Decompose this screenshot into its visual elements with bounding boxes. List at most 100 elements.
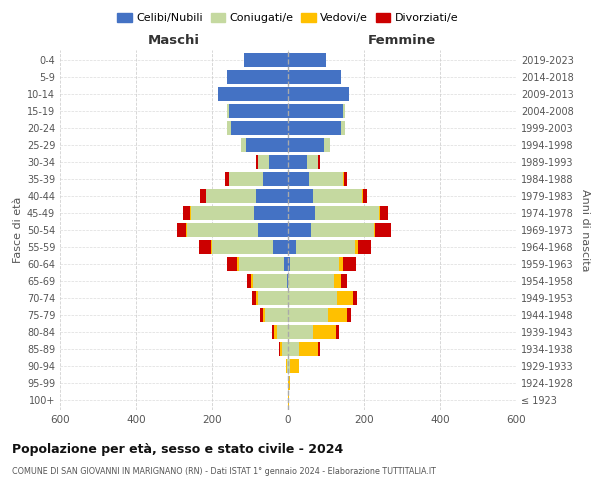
Bar (343, 104, 345, 118)
Bar (227, 257, 236, 271)
Bar (212, 240, 273, 254)
Bar (272, 325, 274, 339)
Bar (319, 155, 320, 169)
Bar (187, 223, 257, 237)
Bar (311, 223, 373, 237)
Bar (347, 308, 350, 322)
Bar (256, 155, 257, 169)
Bar (307, 155, 319, 169)
Bar (277, 325, 288, 339)
Y-axis label: Fasce di età: Fasce di età (13, 197, 23, 263)
Bar (343, 172, 344, 186)
Bar (341, 274, 347, 288)
Bar (379, 206, 380, 220)
Bar (227, 104, 229, 118)
Bar (280, 342, 283, 356)
Bar (257, 223, 288, 237)
Bar (284, 257, 288, 271)
Bar (335, 325, 338, 339)
Bar (319, 342, 320, 356)
Bar (288, 104, 343, 118)
Bar (256, 189, 288, 203)
Bar (328, 308, 347, 322)
Bar (380, 206, 388, 220)
Bar (343, 257, 356, 271)
Bar (313, 189, 362, 203)
Bar (229, 104, 288, 118)
Bar (199, 240, 211, 254)
Bar (257, 155, 269, 169)
Bar (363, 189, 367, 203)
Bar (309, 172, 343, 186)
Bar (236, 257, 239, 271)
Bar (246, 138, 288, 152)
Bar (288, 325, 313, 339)
Bar (355, 240, 358, 254)
Bar (290, 359, 299, 373)
Bar (314, 206, 379, 220)
Bar (265, 308, 288, 322)
Bar (231, 121, 288, 135)
Bar (288, 342, 299, 356)
Bar (263, 308, 265, 322)
Bar (263, 172, 288, 186)
Bar (288, 172, 309, 186)
Bar (274, 325, 277, 339)
Bar (247, 274, 251, 288)
Bar (183, 206, 190, 220)
Bar (288, 393, 289, 407)
Bar (290, 257, 340, 271)
Bar (288, 70, 341, 84)
Bar (287, 274, 288, 288)
Bar (254, 206, 288, 220)
Bar (299, 342, 319, 356)
Bar (252, 291, 256, 305)
Bar (353, 291, 357, 305)
Bar (288, 240, 296, 254)
Y-axis label: Anni di nascita: Anni di nascita (580, 188, 590, 271)
Bar (287, 359, 288, 373)
Bar (288, 291, 337, 305)
Bar (288, 223, 311, 237)
Bar (239, 257, 284, 271)
Bar (334, 274, 341, 288)
Bar (244, 53, 288, 67)
Bar (288, 53, 326, 67)
Bar (376, 223, 391, 237)
Bar (286, 359, 287, 373)
Bar (227, 70, 288, 84)
Bar (373, 223, 376, 237)
Bar (253, 274, 287, 288)
Bar (279, 342, 280, 356)
Bar (256, 291, 257, 305)
Bar (227, 121, 231, 135)
Text: COMUNE DI SAN GIOVANNI IN MARIGNANO (RN) - Dati ISTAT 1° gennaio 2024 - Elaboraz: COMUNE DI SAN GIOVANNI IN MARIGNANO (RN)… (12, 468, 436, 476)
Bar (257, 291, 288, 305)
Bar (273, 240, 288, 254)
Bar (269, 155, 288, 169)
Bar (288, 308, 328, 322)
Bar (229, 172, 263, 186)
Bar (313, 325, 335, 339)
Bar (260, 308, 263, 322)
Bar (288, 189, 313, 203)
Bar (211, 240, 212, 254)
Bar (288, 155, 307, 169)
Bar (288, 257, 290, 271)
Bar (288, 359, 290, 373)
Bar (283, 342, 288, 356)
Text: Femmine: Femmine (368, 34, 436, 48)
Bar (358, 240, 371, 254)
Text: Popolazione per età, sesso e stato civile - 2024: Popolazione per età, sesso e stato civil… (12, 442, 343, 456)
Bar (341, 121, 345, 135)
Bar (324, 138, 330, 152)
Bar (241, 138, 246, 152)
Legend: Celibi/Nubili, Coniugati/e, Vedovi/e, Divorziati/e: Celibi/Nubili, Coniugati/e, Vedovi/e, Di… (113, 8, 463, 28)
Bar (288, 138, 324, 152)
Text: Maschi: Maschi (148, 34, 200, 48)
Bar (218, 87, 288, 101)
Bar (340, 257, 343, 271)
Bar (288, 121, 341, 135)
Bar (200, 189, 206, 203)
Bar (186, 223, 187, 237)
